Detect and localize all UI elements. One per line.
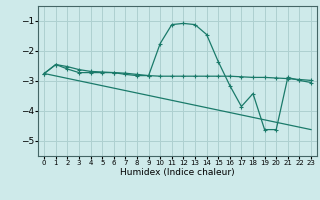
X-axis label: Humidex (Indice chaleur): Humidex (Indice chaleur): [120, 168, 235, 177]
